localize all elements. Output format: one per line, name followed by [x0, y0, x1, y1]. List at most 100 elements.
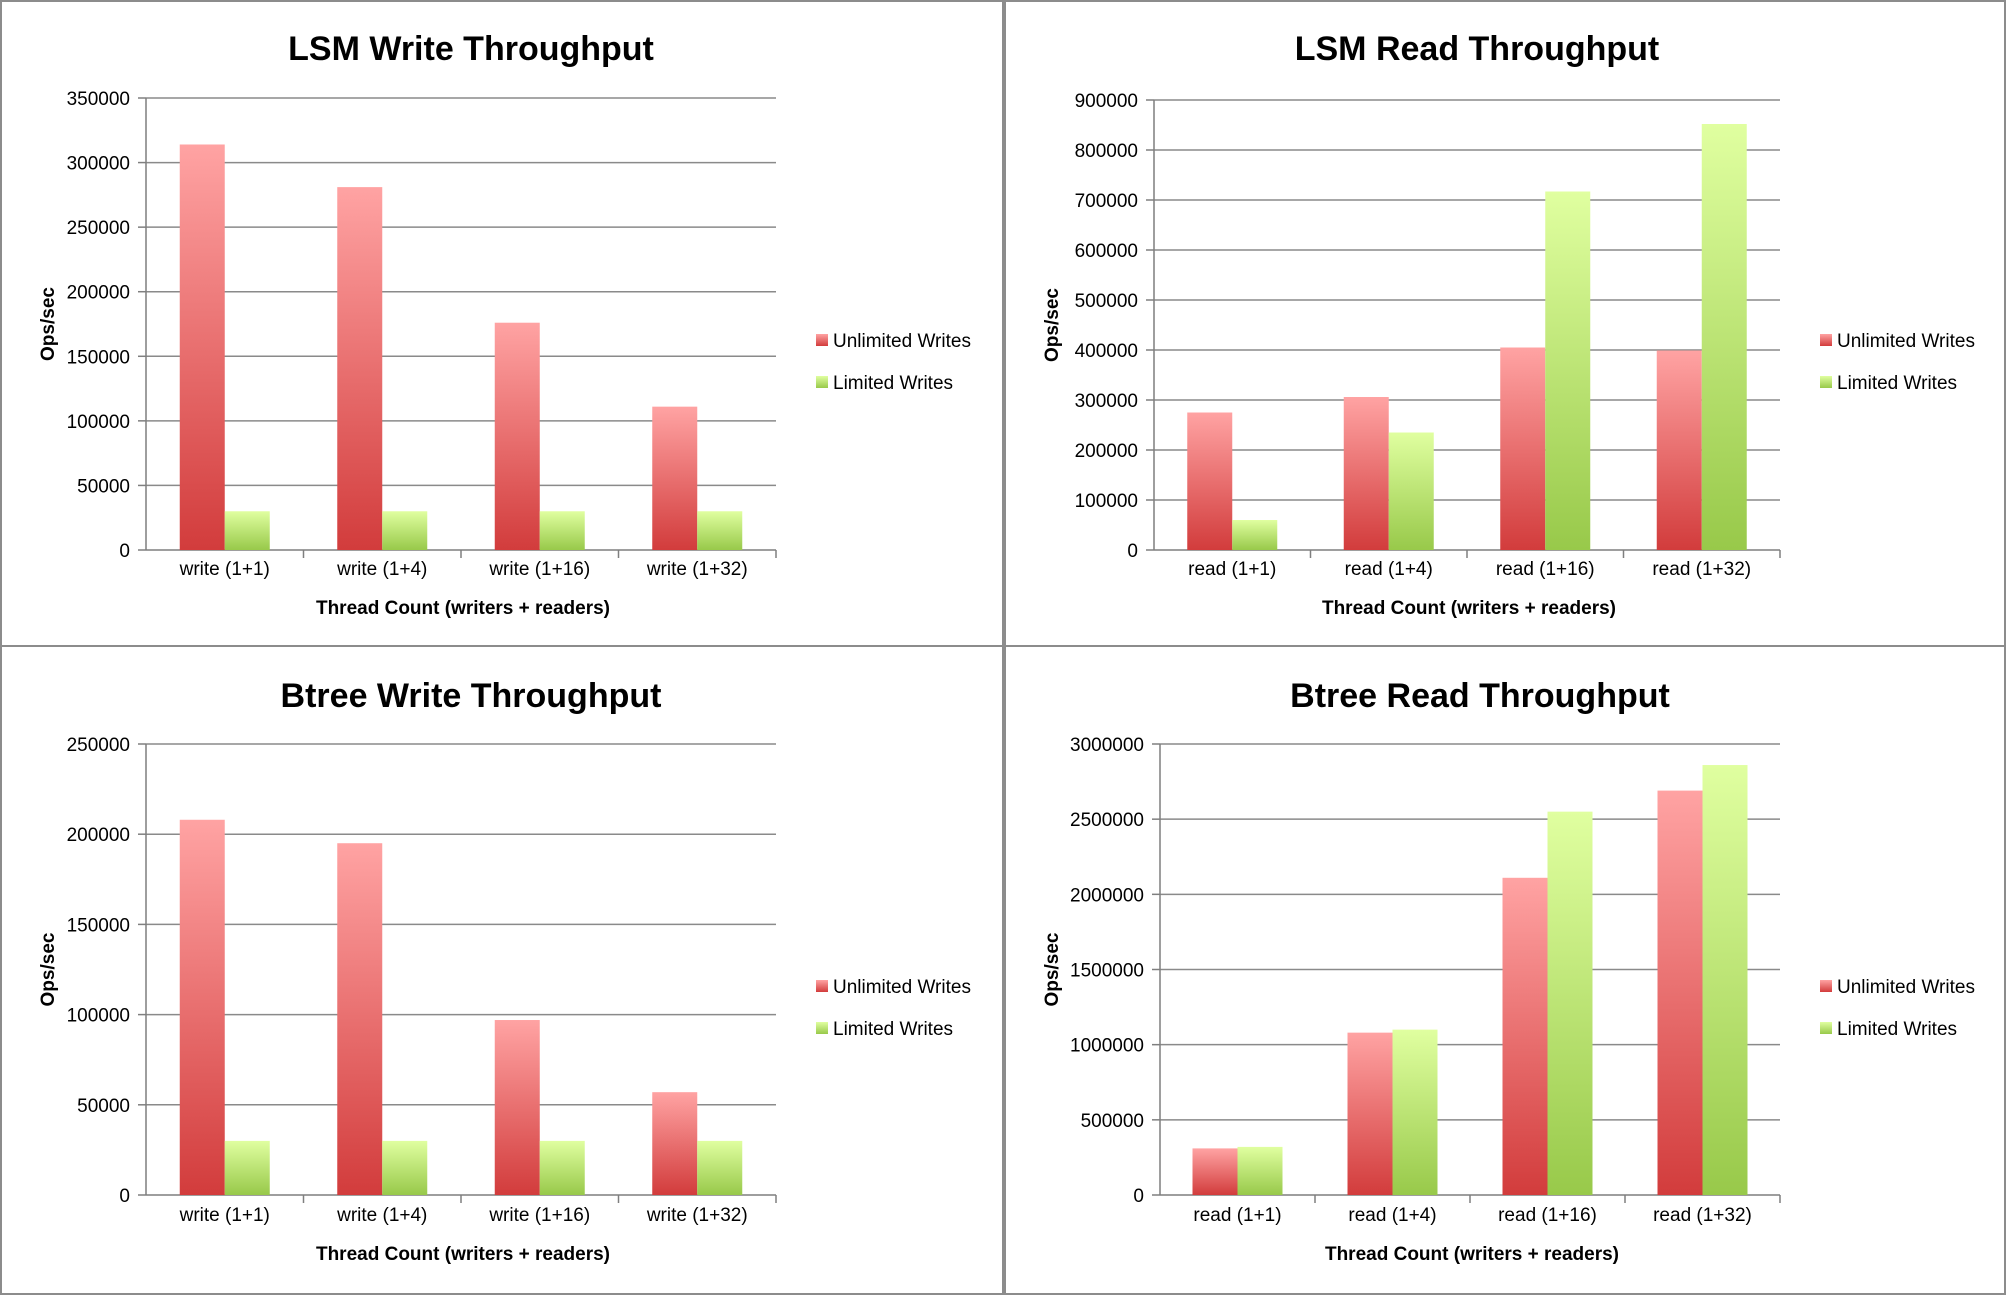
y-tick-label: 0 — [1133, 1186, 1144, 1207]
x-tick-label: read (1+32) — [1652, 559, 1751, 580]
y-tick-label: 200000 — [67, 825, 130, 846]
bar-limited-4 — [697, 1140, 743, 1195]
bar-unlimited-3 — [1502, 877, 1548, 1195]
y-tick-label: 50000 — [77, 476, 130, 497]
x-tick-label: read (1+1) — [1188, 559, 1276, 580]
y-tick-label: 700000 — [1075, 191, 1138, 212]
legend-swatch-limited — [1820, 376, 1832, 388]
x-tick-label: read (1+4) — [1348, 1205, 1436, 1226]
chart-title: LSM Read Throughput — [1295, 30, 1660, 68]
x-tick-label: write (1+1) — [179, 1205, 270, 1226]
bar-limited-2 — [382, 511, 428, 550]
bar-unlimited-2 — [337, 187, 383, 550]
y-tick-label: 200000 — [1075, 441, 1138, 462]
y-tick-label: 500000 — [1081, 1111, 1144, 1132]
y-tick-label: 400000 — [1075, 341, 1138, 362]
legend-label-limited: Limited Writes — [1837, 373, 1957, 394]
y-tick-label: 100000 — [1075, 491, 1138, 512]
y-tick-label: 1000000 — [1070, 1036, 1144, 1057]
y-tick-label: 0 — [119, 1186, 130, 1207]
x-tick-label: write (1+16) — [488, 1205, 590, 1226]
bar-unlimited-3 — [494, 1020, 540, 1195]
legend-label-limited: Limited Writes — [1837, 1019, 1957, 1040]
bar-limited-2 — [1388, 432, 1434, 550]
y-tick-label: 50000 — [77, 1096, 130, 1117]
chart-title: Btree Read Throughput — [1290, 677, 1670, 715]
y-tick-label: 600000 — [1075, 241, 1138, 262]
y-tick-label: 150000 — [67, 347, 130, 368]
legend-label-unlimited: Unlimited Writes — [833, 977, 971, 998]
legend-swatch-limited — [1820, 1022, 1832, 1034]
chart-panel-lsm-read: LSM Read Throughput 0 100000 200000 300000 40… — [1004, 0, 2006, 647]
y-axis-title: Ops/sec — [1042, 288, 1063, 362]
legend-label-unlimited: Unlimited Writes — [1837, 977, 1975, 998]
bar-unlimited-4 — [1657, 790, 1703, 1195]
legend-label-unlimited: Unlimited Writes — [833, 331, 971, 352]
bar-limited-2 — [382, 1140, 428, 1195]
bar-limited-1 — [1237, 1146, 1283, 1195]
bar-unlimited-2 — [337, 843, 383, 1195]
bar-unlimited-3 — [494, 322, 540, 550]
bar-unlimited-4 — [1656, 350, 1702, 550]
y-axis-title: Ops/sec — [38, 287, 59, 361]
x-tick-label: write (1+4) — [336, 559, 427, 580]
y-tick-label: 3000000 — [1070, 735, 1144, 756]
bar-limited-1 — [224, 1140, 270, 1195]
y-tick-label: 300000 — [1075, 391, 1138, 412]
y-tick-label: 250000 — [67, 218, 130, 239]
y-axis-title: Ops/sec — [38, 932, 59, 1006]
bar-limited-2 — [1392, 1029, 1438, 1195]
y-tick-label: 0 — [119, 541, 130, 562]
legend-swatch-limited — [816, 1022, 828, 1034]
chart-panel-btree-write: Btree Write Throughput 0 50000 100000 150000… — [0, 645, 1004, 1295]
chart-svg-lsm-write: LSM Write Throughput 0 50000 100000 150000 20… — [38, 30, 971, 619]
bar-limited-3 — [539, 511, 585, 550]
bar-unlimited-2 — [1343, 397, 1389, 550]
x-tick-label: read (1+32) — [1653, 1205, 1752, 1226]
x-tick-label: read (1+16) — [1498, 1205, 1597, 1226]
y-tick-label: 300000 — [67, 154, 130, 175]
y-tick-label: 800000 — [1075, 141, 1138, 162]
chart-title: LSM Write Throughput — [288, 30, 654, 68]
chart-svg-lsm-read: LSM Read Throughput 0 100000 200000 300000 40… — [1042, 30, 1975, 619]
x-axis-title: Thread Count (writers + readers) — [1325, 1244, 1619, 1265]
chart-svg-btree-read: Btree Read Throughput 0 500000 1000000 15000… — [1042, 677, 1975, 1265]
legend-swatch-unlimited — [1820, 980, 1832, 992]
bar-limited-3 — [1547, 811, 1593, 1195]
x-tick-label: write (1+32) — [646, 559, 748, 580]
x-tick-label: read (1+16) — [1496, 559, 1595, 580]
x-tick-label: read (1+1) — [1193, 1205, 1281, 1226]
y-axis-title: Ops/sec — [1042, 932, 1063, 1006]
bar-limited-3 — [539, 1140, 585, 1195]
chart-panel-btree-read: Btree Read Throughput 0 500000 1000000 15000… — [1004, 645, 2006, 1295]
legend-label-limited: Limited Writes — [833, 373, 953, 394]
y-tick-label: 250000 — [67, 735, 130, 756]
x-tick-label: write (1+1) — [179, 559, 270, 580]
x-tick-label: write (1+4) — [336, 1205, 427, 1226]
legend-swatch-unlimited — [816, 980, 828, 992]
bar-unlimited-1 — [1187, 412, 1233, 550]
x-axis-title: Thread Count (writers + readers) — [316, 1244, 610, 1265]
bar-unlimited-4 — [652, 406, 698, 550]
bar-unlimited-1 — [1192, 1148, 1238, 1195]
bar-limited-4 — [1702, 765, 1748, 1195]
x-axis-title: Thread Count (writers + readers) — [1322, 598, 1616, 619]
chart-panel-lsm-write: LSM Write Throughput 0 50000 100000 150000 20… — [0, 0, 1004, 647]
bar-unlimited-1 — [179, 144, 225, 550]
y-tick-label: 200000 — [67, 283, 130, 304]
bar-unlimited-1 — [179, 819, 225, 1195]
x-tick-label: write (1+16) — [488, 559, 590, 580]
bar-limited-4 — [697, 511, 743, 550]
y-tick-label: 100000 — [67, 1006, 130, 1027]
bar-unlimited-3 — [1500, 347, 1546, 550]
y-tick-label: 1500000 — [1070, 961, 1144, 982]
legend-label-limited: Limited Writes — [833, 1019, 953, 1040]
bar-limited-1 — [224, 511, 270, 550]
y-tick-label: 2000000 — [1070, 885, 1144, 906]
legend-swatch-unlimited — [816, 334, 828, 346]
y-tick-label: 350000 — [67, 89, 130, 110]
x-axis-title: Thread Count (writers + readers) — [316, 598, 610, 619]
y-tick-label: 900000 — [1075, 91, 1138, 112]
y-tick-label: 100000 — [67, 412, 130, 433]
legend-swatch-limited — [816, 376, 828, 388]
